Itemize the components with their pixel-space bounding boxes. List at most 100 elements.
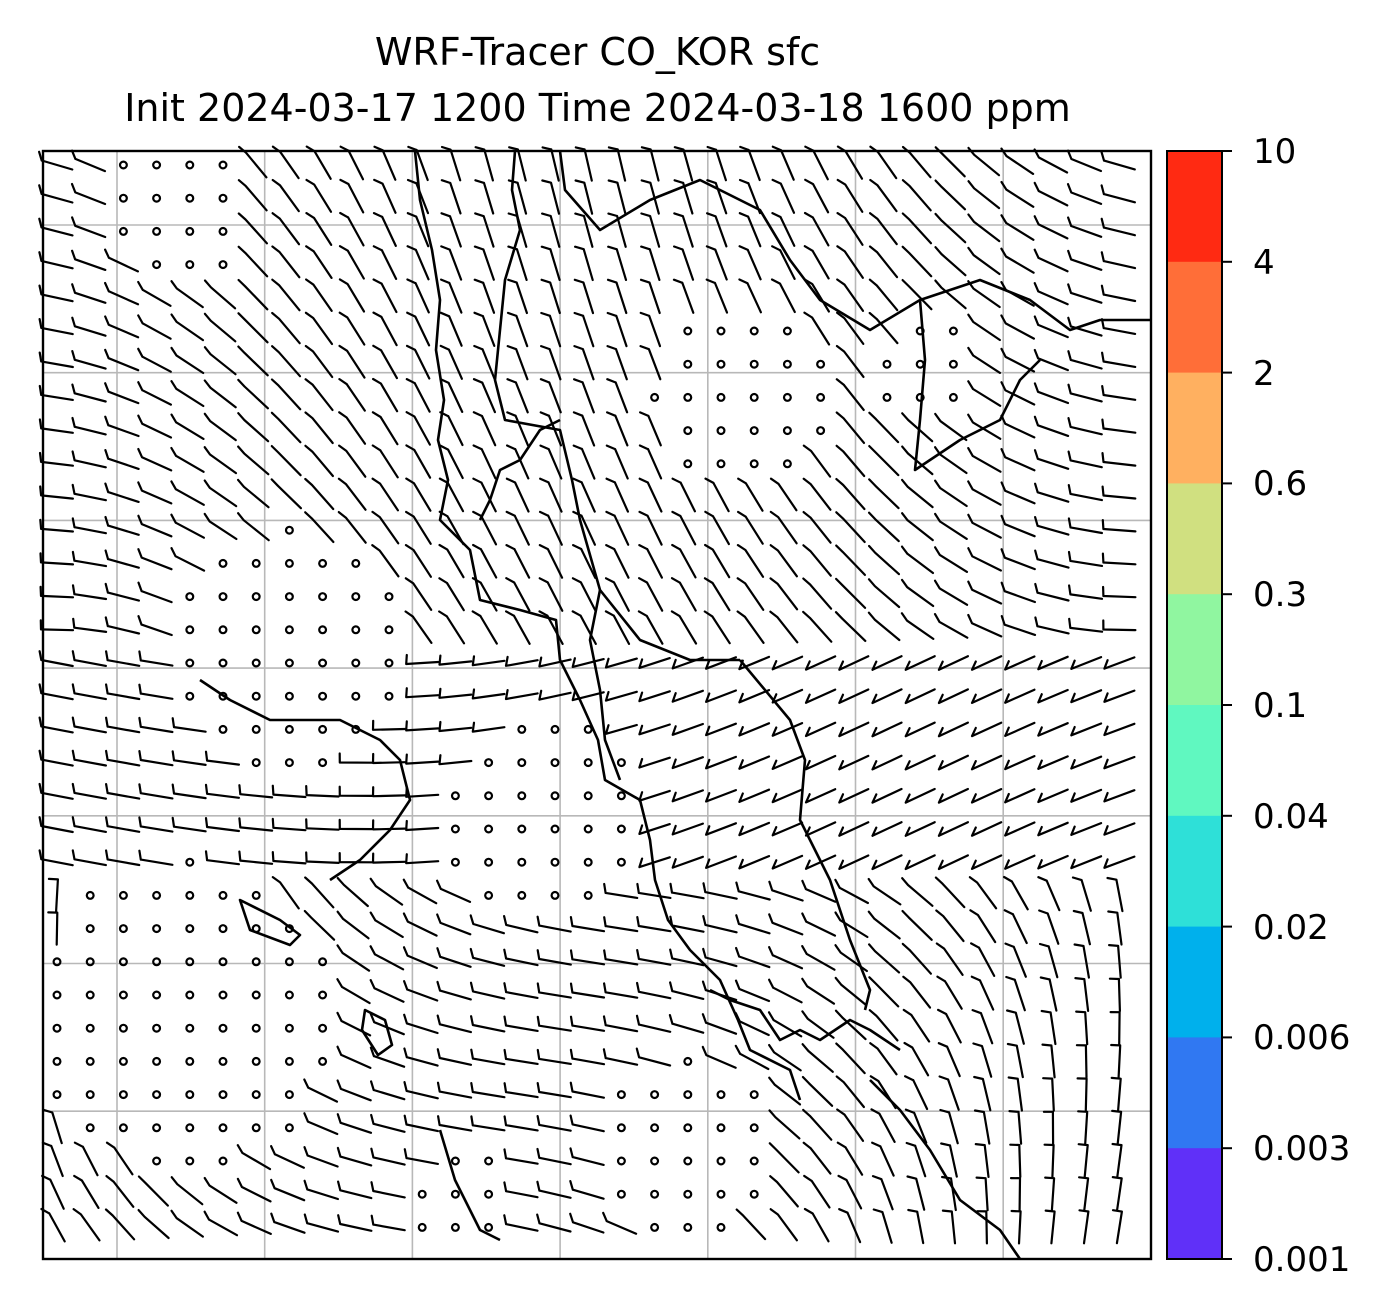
wind-barb (471, 688, 506, 700)
colorbar-tick-label: 0.1 (1253, 686, 1308, 726)
wind-barb (304, 477, 335, 511)
wind-barb (271, 876, 300, 910)
wind-barb (539, 444, 563, 480)
wind-barb (338, 278, 366, 313)
wind-barb (970, 754, 1003, 771)
wind-barb (573, 345, 595, 381)
wind-barb (836, 1108, 865, 1142)
wind-barb (1106, 876, 1124, 913)
wind-barb (1107, 910, 1123, 946)
wind-barb (503, 1015, 539, 1032)
wind-barb (1067, 484, 1103, 502)
wind-barb (541, 179, 561, 215)
wind-barb (671, 855, 704, 869)
wind-barb (635, 1014, 672, 1033)
wind-barb (71, 216, 107, 239)
calm-wind-marker (484, 758, 494, 768)
calm-wind-marker (185, 924, 195, 934)
wind-barb (572, 477, 596, 513)
wind-barb (474, 179, 495, 215)
wind-barb (603, 949, 639, 966)
calm-wind-marker (185, 1023, 195, 1033)
wind-barb (934, 179, 967, 211)
calm-wind-marker (782, 359, 792, 369)
calm-wind-marker (185, 160, 195, 170)
wind-barb (571, 690, 605, 702)
wind-barb (836, 311, 865, 345)
calm-wind-marker (550, 857, 560, 867)
calm-wind-marker (218, 260, 228, 270)
wind-barb (71, 249, 107, 271)
wind-barb (271, 817, 307, 832)
wind-barb (473, 278, 496, 314)
wind-barb (1072, 909, 1091, 946)
wind-barb (871, 821, 903, 837)
wind-barb (705, 789, 737, 803)
wind-barb (403, 1148, 439, 1165)
calm-wind-marker (749, 1189, 759, 1199)
wind-barb (271, 784, 307, 799)
calm-wind-marker (185, 260, 195, 270)
wind-barb (503, 1082, 539, 1099)
wind-barb (71, 416, 107, 436)
calm-wind-marker (450, 791, 460, 801)
wind-barb (967, 213, 1001, 243)
calm-wind-marker (683, 1123, 693, 1133)
wind-barb (503, 1115, 539, 1132)
wind-barb (539, 477, 563, 513)
wind-barb (835, 577, 867, 609)
calm-wind-marker (284, 691, 294, 701)
wind-barb (602, 1211, 638, 1235)
wind-barb (238, 817, 274, 832)
calm-wind-marker (85, 1090, 95, 1100)
calm-wind-marker (450, 1189, 460, 1199)
wind-barb (1100, 251, 1137, 270)
wind-barb (673, 212, 694, 248)
calm-wind-marker (85, 890, 95, 900)
wind-barb (271, 212, 301, 246)
wind-barb (203, 512, 238, 541)
wind-barb (104, 449, 140, 470)
wind-barb (440, 145, 462, 182)
calm-wind-marker (251, 1056, 261, 1066)
calm-wind-marker (185, 691, 195, 701)
wind-barb (138, 650, 174, 667)
wind-barb (705, 855, 737, 869)
wind-barb (1077, 1110, 1089, 1145)
calm-wind-marker (152, 1090, 162, 1100)
wind-barb (637, 610, 664, 645)
wind-barb (71, 283, 107, 304)
wind-barb (1103, 789, 1136, 803)
wind-barb (835, 444, 866, 478)
coastline-china-east (413, 150, 802, 1101)
wind-barb (937, 854, 969, 871)
wind-barb (976, 1210, 988, 1245)
wind-barb (304, 411, 334, 445)
wind-barb (170, 446, 205, 473)
calm-wind-marker (185, 625, 195, 635)
wind-barb (1033, 215, 1069, 240)
calm-wind-marker (683, 1056, 693, 1066)
wind-barb (238, 784, 274, 799)
wind-barb (1006, 1042, 1024, 1079)
wind-barb (871, 787, 903, 804)
colorbar-tick-label: 0.001 (1253, 1240, 1351, 1280)
wind-barb (1000, 615, 1037, 636)
wind-barb (203, 446, 238, 475)
wind-barb (904, 1075, 929, 1111)
wind-barb (39, 585, 75, 599)
wind-barb (336, 877, 369, 908)
wind-barb (801, 879, 837, 903)
wind-barb (71, 450, 107, 469)
wind-barb (767, 1011, 803, 1038)
wind-barb (1068, 584, 1104, 600)
wind-barb (238, 850, 274, 865)
wind-barb (372, 377, 399, 413)
wind-barb (1101, 452, 1137, 467)
wind-barb (638, 657, 671, 669)
wind-barb (1008, 1110, 1023, 1145)
calm-wind-marker (517, 758, 527, 768)
wind-barb (406, 278, 430, 314)
calm-wind-marker (218, 558, 228, 568)
wind-barb (872, 1208, 893, 1244)
